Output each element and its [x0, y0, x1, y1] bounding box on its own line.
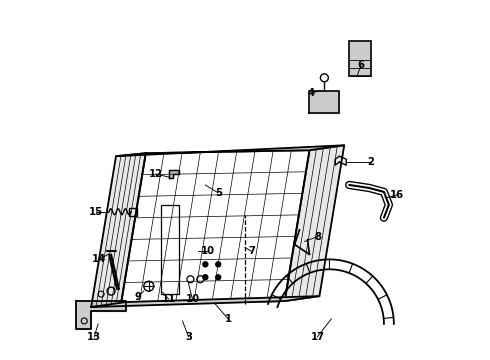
Polygon shape: [91, 153, 146, 307]
Circle shape: [216, 275, 220, 280]
Circle shape: [216, 262, 220, 267]
Text: 3: 3: [185, 332, 192, 342]
Polygon shape: [116, 145, 344, 156]
Text: 5: 5: [215, 188, 221, 198]
Text: 6: 6: [358, 60, 365, 70]
Text: 10: 10: [185, 294, 199, 304]
Text: 15: 15: [89, 207, 103, 217]
Bar: [161, 205, 178, 294]
Polygon shape: [310, 91, 339, 113]
Text: 14: 14: [92, 255, 106, 264]
Text: 8: 8: [314, 231, 321, 242]
Circle shape: [203, 262, 208, 267]
Polygon shape: [91, 296, 319, 307]
Text: 17: 17: [311, 332, 324, 342]
Text: 16: 16: [390, 190, 404, 200]
Text: 13: 13: [87, 332, 101, 342]
Text: 11: 11: [162, 294, 176, 304]
Text: 1: 1: [224, 314, 232, 324]
Polygon shape: [169, 170, 178, 178]
Polygon shape: [285, 145, 344, 301]
Text: 2: 2: [368, 157, 374, 167]
Text: 12: 12: [148, 169, 163, 179]
Text: 10: 10: [201, 247, 215, 256]
Bar: [129, 208, 137, 216]
Text: 9: 9: [134, 292, 141, 302]
Circle shape: [203, 275, 208, 280]
Bar: [349, 41, 371, 76]
Polygon shape: [76, 301, 126, 329]
Text: 7: 7: [248, 247, 255, 256]
Text: 4: 4: [308, 88, 315, 98]
